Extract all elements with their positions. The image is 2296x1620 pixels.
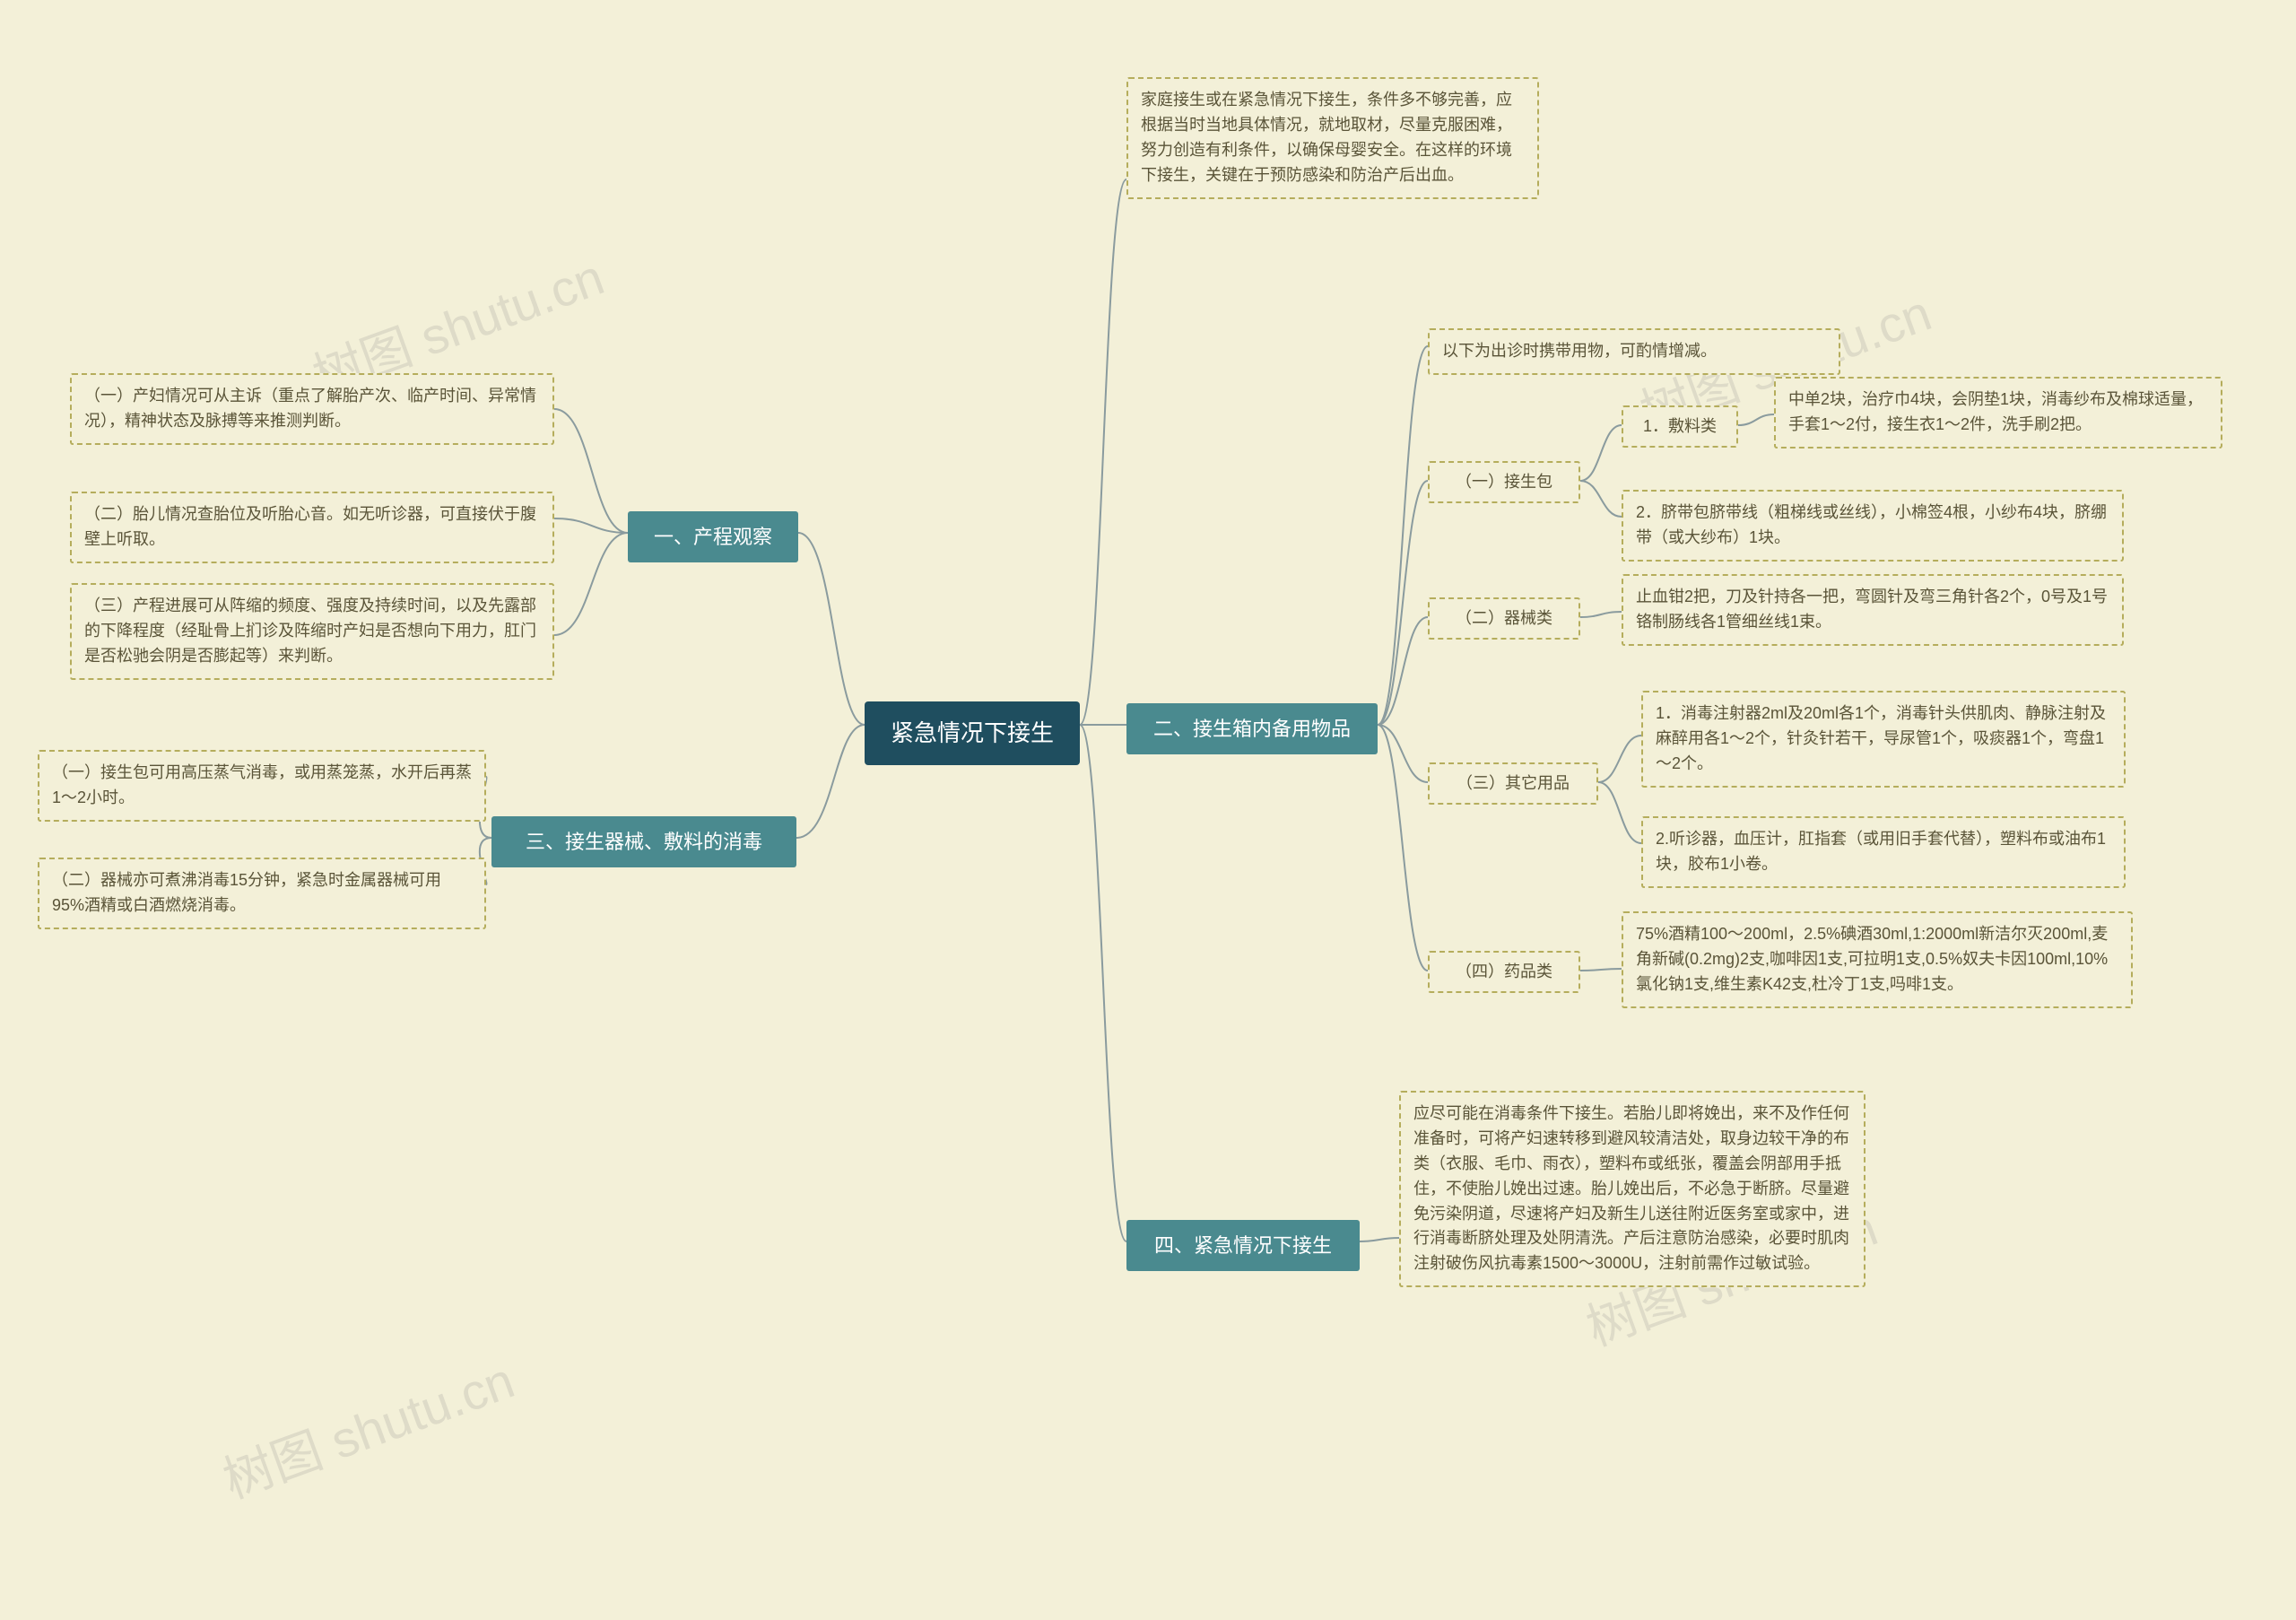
branch-4-detail: 应尽可能在消毒条件下接生。若胎儿即将娩出，来不及作任何准备时，可将产妇速转移到避… — [1399, 1091, 1866, 1287]
group-1-sub-1-text: 中单2块，治疗巾4块，会阴垫1块，消毒纱布及棉球适量，手套1～2付，接生衣1～2… — [1774, 377, 2222, 449]
group-4-detail: 75%酒精100～200ml，2.5%碘酒30ml,1:2000ml新洁尔灭20… — [1622, 911, 2133, 1008]
root-node[interactable]: 紧急情况下接生 — [865, 701, 1080, 765]
group-1-sub-2-text: 2．脐带包脐带线（粗梯线或丝线），小棉签4根，小纱布4块，脐绷带（或大纱布）1块… — [1622, 490, 2124, 562]
branch-1-item-1: （一）产妇情况可从主诉（重点了解胎产次、临产时间、异常情况），精神状态及脉搏等来… — [70, 373, 554, 445]
branch-3[interactable]: 三、接生器械、敷料的消毒 — [491, 816, 796, 867]
branch-3-item-2: （二）器械亦可煮沸消毒15分钟，紧急时金属器械可用95%酒精或白酒燃烧消毒。 — [38, 858, 486, 929]
branch-1[interactable]: 一、产程观察 — [628, 511, 798, 562]
branch-2[interactable]: 二、接生箱内备用物品 — [1126, 703, 1378, 754]
group-1[interactable]: （一）接生包 — [1428, 461, 1580, 503]
group-3-item-2: 2.听诊器，血压计，肛指套（或用旧手套代替），塑料布或油布1块，胶布1小卷。 — [1641, 816, 2126, 888]
group-1-sub-1[interactable]: 1．敷料类 — [1622, 405, 1738, 448]
group-2[interactable]: （二）器械类 — [1428, 597, 1580, 640]
group-3-item-1: 1．消毒注射器2ml及20ml各1个，消毒针头供肌肉、静脉注射及麻醉用各1～2个… — [1641, 691, 2126, 788]
branch-3-item-1: （一）接生包可用高压蒸气消毒，或用蒸笼蒸，水开后再蒸1～2小时。 — [38, 750, 486, 822]
group-2-detail: 止血钳2把，刀及针持各一把，弯圆针及弯三角针各2个，0号及1号铬制肠线各1管细丝… — [1622, 574, 2124, 646]
watermark: 树图 shutu.cn — [212, 1340, 523, 1512]
group-4[interactable]: （四）药品类 — [1428, 951, 1580, 993]
branch-1-item-2: （二）胎儿情况查胎位及听胎心音。如无听诊器，可直接伏于腹壁上听取。 — [70, 492, 554, 563]
group-3[interactable]: （三）其它用品 — [1428, 762, 1598, 805]
branch-1-item-3: （三）产程进展可从阵缩的频度、强度及持续时间，以及先露部的下降程度（经耻骨上扪诊… — [70, 583, 554, 680]
intro-note: 家庭接生或在紧急情况下接生，条件多不够完善，应根据当时当地具体情况，就地取材，尽… — [1126, 77, 1539, 199]
branch-2-note: 以下为出诊时携带用物，可酌情增减。 — [1428, 328, 1840, 375]
branch-4[interactable]: 四、紧急情况下接生 — [1126, 1220, 1360, 1271]
